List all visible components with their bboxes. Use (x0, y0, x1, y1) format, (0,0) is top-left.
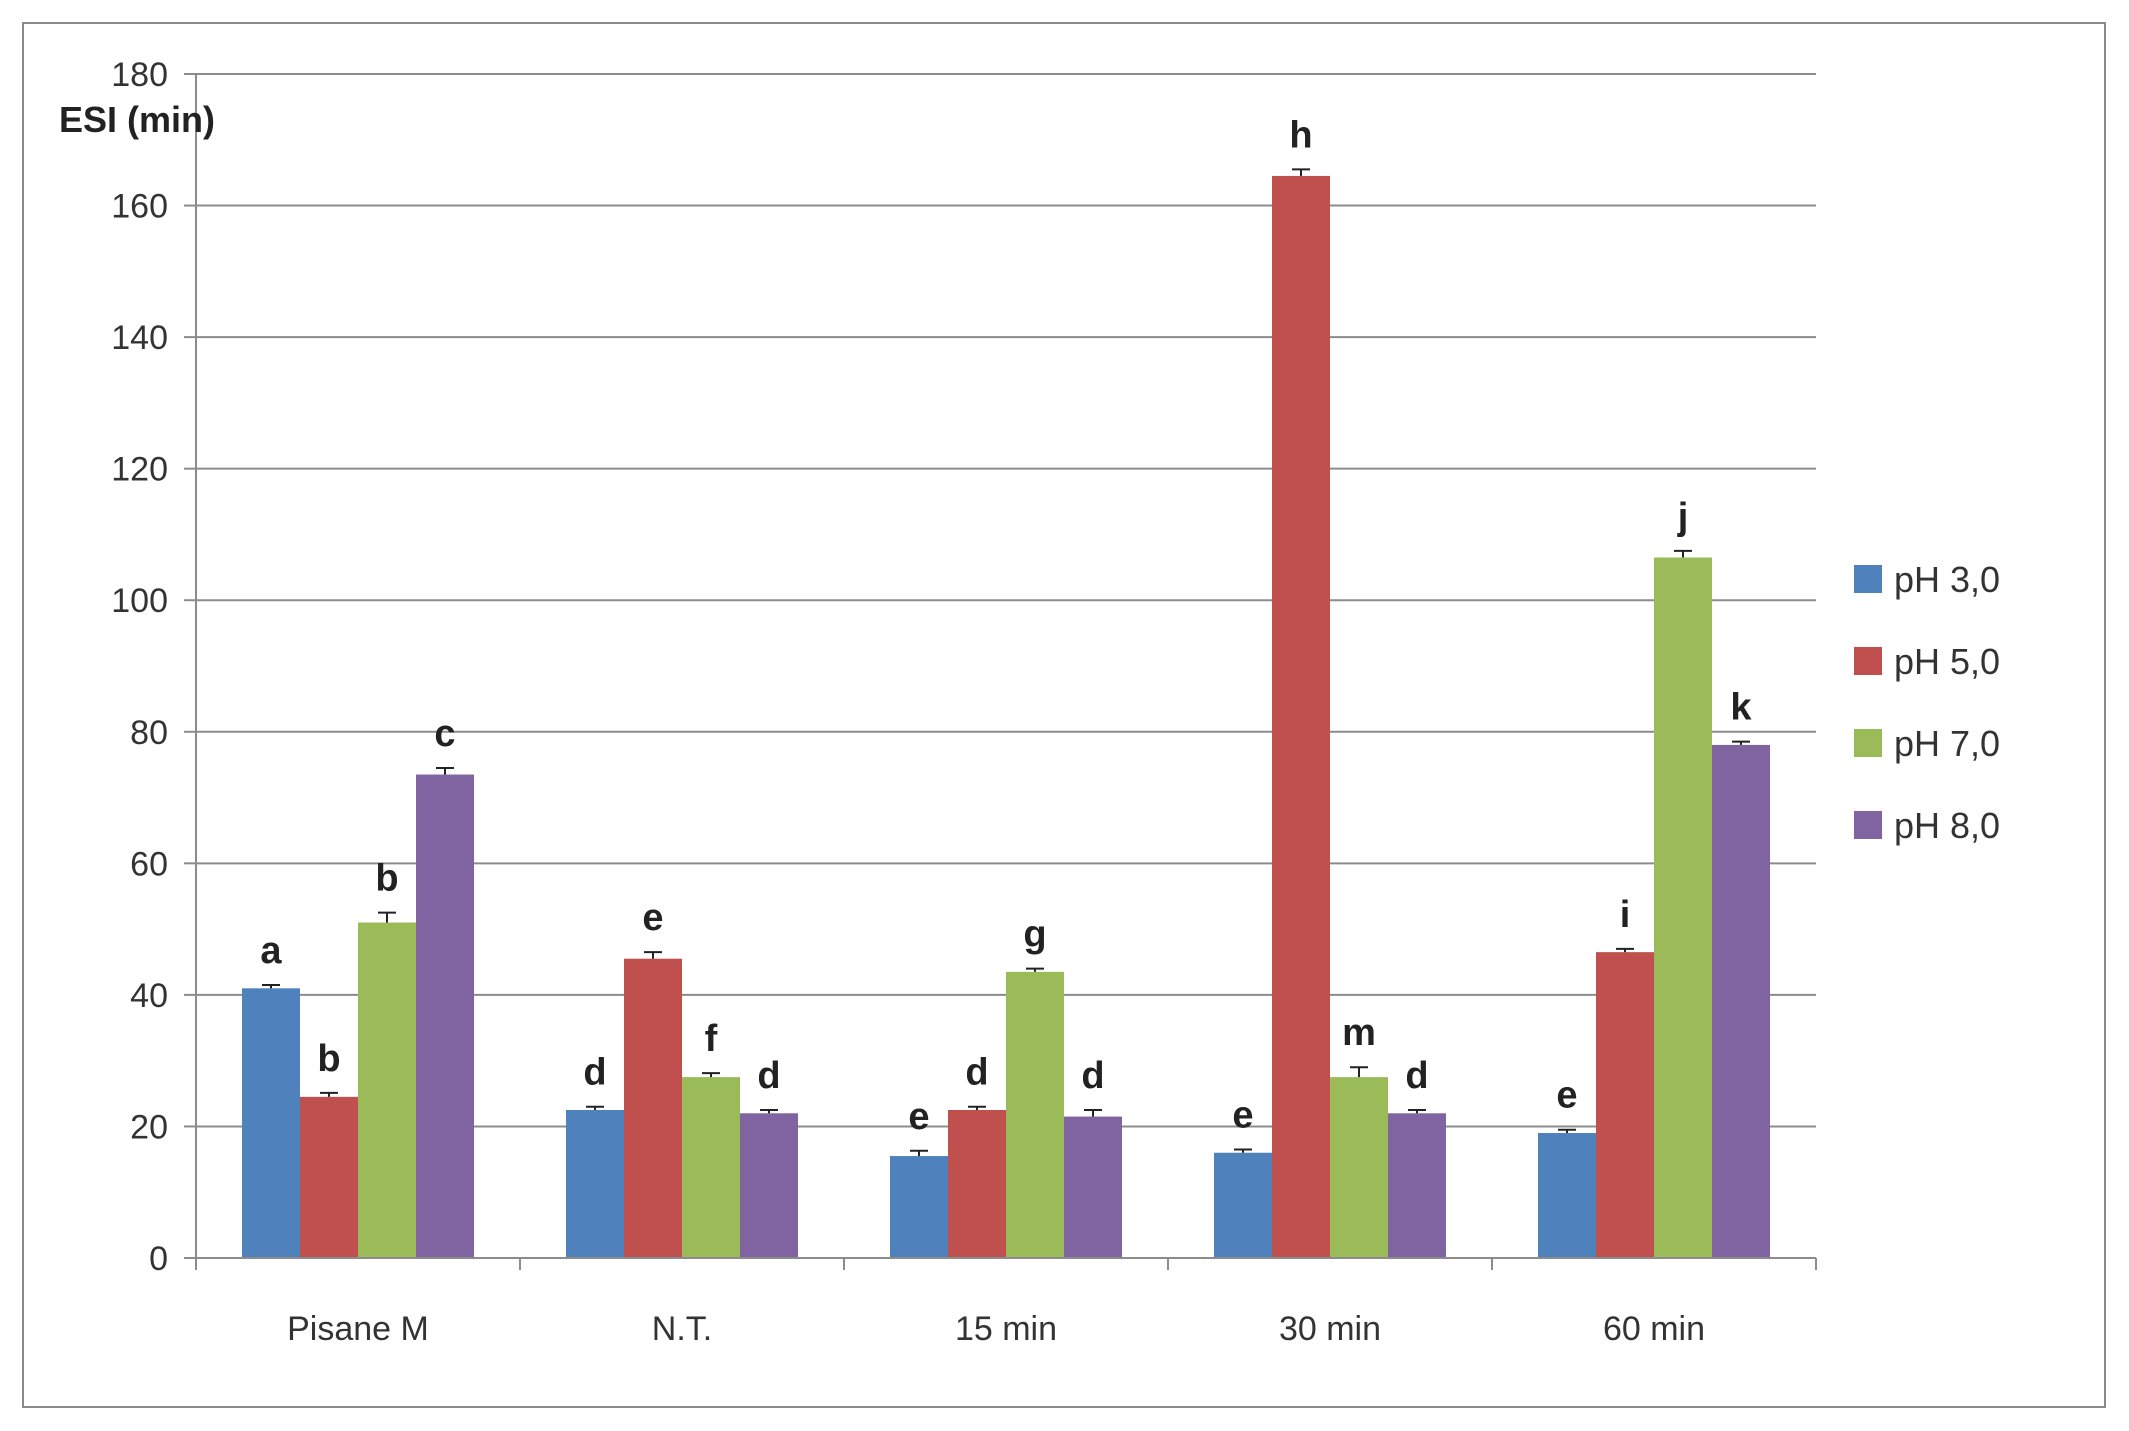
x-category-label: N.T. (652, 1310, 712, 1348)
significance-label: i (1620, 894, 1631, 936)
significance-label: f (705, 1018, 718, 1060)
significance-label: c (434, 713, 455, 755)
x-category-label: 15 min (955, 1310, 1057, 1348)
legend-swatch (1854, 729, 1882, 757)
bar (300, 1096, 358, 1258)
significance-label: g (1023, 914, 1046, 956)
y-tick-label: 0 (149, 1240, 168, 1278)
y-tick-label: 180 (111, 56, 168, 94)
y-tick-label: 40 (130, 977, 168, 1015)
bar (1272, 175, 1330, 1258)
significance-label: d (757, 1055, 780, 1097)
y-tick-label: 20 (130, 1108, 168, 1146)
legend-label: pH 7,0 (1894, 723, 2000, 764)
legend-label: pH 8,0 (1894, 805, 2000, 846)
bar (740, 1113, 798, 1258)
y-tick-label: 80 (130, 714, 168, 752)
significance-label: d (1405, 1055, 1428, 1097)
bar (1388, 1113, 1446, 1258)
bar (1064, 1116, 1122, 1258)
y-axis-label: ESI (min) (59, 99, 215, 140)
bar (682, 1077, 740, 1258)
legend: pH 3,0 pH 5,0 pH 7,0 pH 8,0 (1854, 559, 2000, 846)
x-category-label: 60 min (1603, 1310, 1705, 1348)
significance-label: d (965, 1052, 988, 1094)
legend-label: pH 5,0 (1894, 641, 2000, 682)
bar (1538, 1133, 1596, 1258)
bar (1654, 557, 1712, 1258)
bar (948, 1110, 1006, 1258)
bar (624, 958, 682, 1258)
significance-label: e (908, 1096, 929, 1138)
significance-label: j (1677, 496, 1689, 538)
axes: 0 20 40 60 80 100 120 140 160 180 Pisane M N.T. 15 m… (111, 56, 1817, 1348)
significance-label: b (317, 1038, 340, 1080)
bar (1596, 952, 1654, 1258)
bar (890, 1156, 948, 1258)
significance-label: b (375, 858, 398, 900)
bar (1214, 1152, 1272, 1258)
x-category-label: 30 min (1279, 1310, 1381, 1348)
significance-label: a (260, 930, 282, 972)
bar (242, 988, 300, 1258)
y-tick-label: 60 (130, 845, 168, 883)
bar (1712, 744, 1770, 1258)
x-category-label: Pisane M (287, 1310, 429, 1348)
legend-swatch (1854, 647, 1882, 675)
y-tick-label: 100 (111, 582, 168, 620)
legend-label: pH 3,0 (1894, 559, 2000, 600)
significance-label: e (642, 897, 663, 939)
significance-label: e (1556, 1075, 1577, 1117)
bar (1006, 971, 1064, 1258)
legend-swatch (1854, 565, 1882, 593)
bar (566, 1110, 624, 1258)
bar (358, 922, 416, 1258)
bar (1330, 1077, 1388, 1258)
bar (416, 774, 474, 1258)
y-tick-label: 120 (111, 451, 168, 489)
y-tick-label: 140 (111, 319, 168, 357)
significance-label: h (1289, 114, 1312, 156)
y-tick-label: 160 (111, 188, 168, 226)
significance-label: d (1081, 1055, 1104, 1097)
significance-label: k (1730, 687, 1752, 729)
significance-label: m (1342, 1012, 1376, 1054)
significance-label: e (1232, 1094, 1253, 1136)
significance-label: d (583, 1052, 606, 1094)
legend-swatch (1854, 811, 1882, 839)
